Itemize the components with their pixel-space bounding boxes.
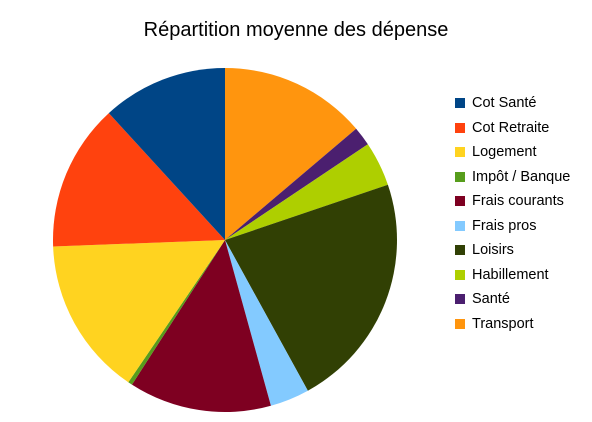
legend-label: Cot Retraite [472, 119, 550, 136]
legend-item: Santé [455, 287, 570, 312]
legend-label: Frais pros [472, 217, 537, 234]
legend-item: Frais pros [455, 214, 570, 239]
legend-label: Cot Santé [472, 95, 537, 112]
pie-slice-frais-courants [131, 240, 271, 412]
legend-swatch [455, 318, 465, 329]
legend-swatch [455, 245, 465, 256]
legend-item: Habillement [455, 263, 570, 288]
pie-slice-cot-retraite [52, 113, 225, 247]
legend-item: Cot Santé [455, 91, 570, 116]
legend-swatch [455, 294, 465, 305]
legend-label: Loisirs [472, 242, 514, 259]
legend-swatch [455, 220, 465, 231]
legend-label: Transport [472, 315, 534, 332]
legend-item: Impôt / Banque [455, 165, 570, 190]
legend-swatch [455, 196, 465, 207]
legend: Cot Santé Cot Retraite Logement Impôt / Ban… [455, 91, 570, 336]
chart-title: Répartition moyenne des dépense [143, 19, 449, 41]
legend-label: Habillement [472, 266, 549, 283]
legend-item: Logement [455, 140, 570, 165]
legend-item: Frais courants [455, 189, 570, 214]
legend-swatch [455, 147, 465, 158]
legend-label: Impôt / Banque [472, 168, 571, 185]
legend-swatch [455, 171, 465, 182]
pie-slice-transport [225, 68, 357, 240]
legend-swatch [455, 122, 465, 133]
legend-label: Santé [472, 291, 510, 308]
pie-slice-logement [53, 240, 226, 383]
legend-item: Cot Retraite [455, 116, 570, 141]
legend-label: Frais courants [472, 193, 564, 210]
legend-item: Loisirs [455, 238, 570, 263]
pie-slice-frais-pros [225, 240, 308, 406]
pie-slice-cot-sant- [108, 68, 225, 240]
pie-slice-loisirs [225, 184, 397, 391]
pie-slice-imp-t-banque [128, 240, 225, 385]
pie-slice-sant- [225, 128, 368, 240]
legend-swatch [455, 269, 465, 280]
legend-item: Transport [455, 312, 570, 337]
legend-label: Logement [472, 144, 537, 161]
legend-swatch [455, 98, 465, 109]
pie-slice-habillement [225, 144, 388, 240]
